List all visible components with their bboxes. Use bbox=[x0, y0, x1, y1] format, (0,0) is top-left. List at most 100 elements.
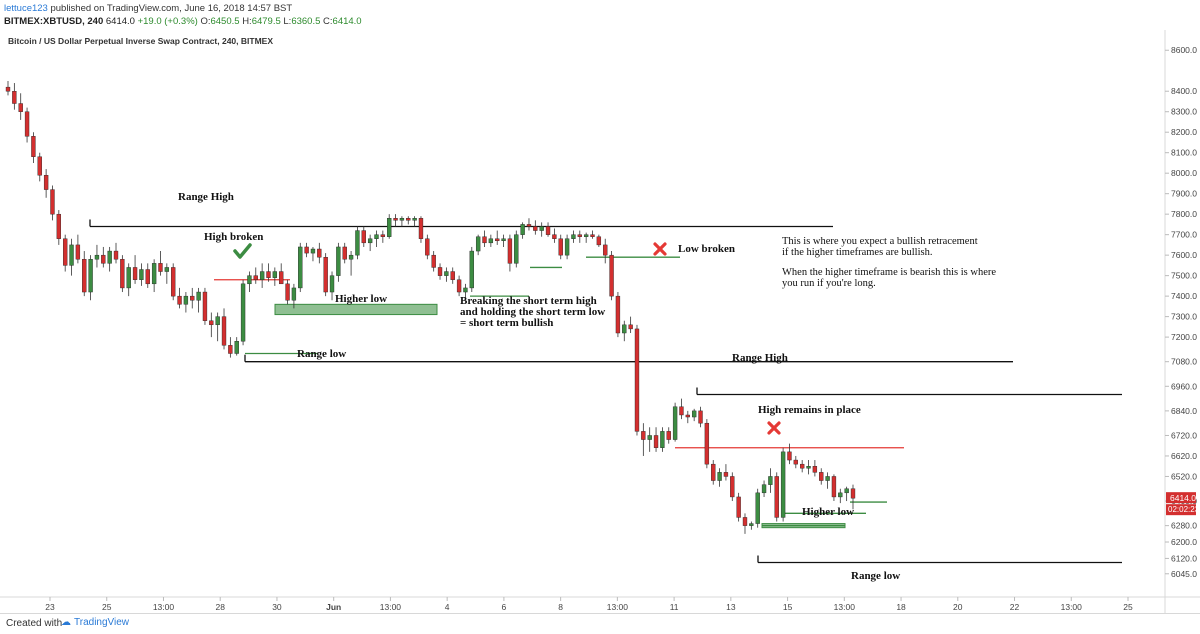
higher-low-1-label: Higher low bbox=[335, 293, 387, 305]
candle-body bbox=[736, 496, 741, 518]
close-value: 6414.0 bbox=[332, 16, 362, 27]
candle-body bbox=[615, 295, 621, 334]
candle-body bbox=[704, 422, 710, 465]
time-tick-label: 20 bbox=[953, 602, 963, 612]
candle-body bbox=[253, 275, 258, 280]
candle-body bbox=[723, 472, 729, 477]
close-label: C: bbox=[323, 16, 333, 27]
time-tick-label: 30 bbox=[272, 602, 282, 612]
candle-body bbox=[596, 236, 602, 246]
tradingview-link[interactable]: ☁ TradingView bbox=[58, 617, 129, 628]
candle-body bbox=[653, 435, 659, 448]
candle-body bbox=[774, 476, 779, 518]
candle-body bbox=[825, 476, 830, 481]
candle-body bbox=[628, 324, 633, 330]
candle-body bbox=[37, 156, 42, 176]
candle-body bbox=[698, 410, 703, 424]
price-tick-label: 6520.0 bbox=[1171, 471, 1197, 481]
candle-body bbox=[755, 492, 760, 524]
candle-body bbox=[730, 476, 735, 498]
candle-body bbox=[812, 466, 818, 473]
open-value: 6450.5 bbox=[210, 16, 240, 27]
price-tick-label: 8100.0 bbox=[1171, 148, 1197, 158]
current-price-text: 6414.0 bbox=[1170, 493, 1196, 503]
range-low-1-label: Range low bbox=[297, 348, 346, 360]
symbol-label: BITMEX:XBTUSD, 240 bbox=[4, 16, 104, 27]
candle-body bbox=[171, 267, 176, 297]
candle-body bbox=[164, 267, 170, 272]
chart-title: Bitcoin / US Dollar Perpetual Inverse Sw… bbox=[8, 36, 273, 46]
candle-body bbox=[444, 271, 449, 276]
candle-body bbox=[240, 283, 246, 342]
candle-body bbox=[488, 238, 494, 244]
footer: Created with ☁ TradingView bbox=[0, 613, 1200, 634]
candle-body bbox=[113, 250, 119, 260]
price-tick-label: 6840.0 bbox=[1171, 406, 1197, 416]
candle-body bbox=[5, 86, 11, 92]
candle-body bbox=[450, 271, 455, 280]
price-tick-label: 8000.0 bbox=[1171, 168, 1197, 178]
high-remains-label: High remains in place bbox=[758, 404, 861, 416]
price-tick-label: 8600.0 bbox=[1171, 45, 1197, 55]
candle-body bbox=[374, 234, 379, 239]
candle-body bbox=[348, 254, 354, 260]
candle-body bbox=[418, 218, 424, 239]
author-link[interactable]: lettuce123 bbox=[4, 3, 48, 14]
candle-body bbox=[780, 451, 786, 518]
candle-body bbox=[234, 341, 239, 354]
candle-body bbox=[761, 484, 767, 494]
candle-body bbox=[342, 246, 347, 260]
candle-body bbox=[463, 287, 468, 293]
price-tick-label: 7600.0 bbox=[1171, 250, 1197, 260]
levels-layer bbox=[89, 219, 1122, 564]
candle-body bbox=[552, 234, 557, 239]
price-tick-label: 7080.0 bbox=[1171, 357, 1197, 367]
price-tick-label: 6960.0 bbox=[1171, 381, 1197, 391]
candle-body bbox=[577, 234, 582, 237]
range-high-1-label: Range High bbox=[178, 191, 234, 203]
time-tick-label: 25 bbox=[1123, 602, 1133, 612]
candle-body bbox=[272, 271, 278, 278]
published-text: published on TradingView.com, June 16, 2… bbox=[50, 3, 293, 14]
higher-low-2-label: Higher low bbox=[802, 506, 854, 518]
last-price: 6414.0 bbox=[105, 16, 135, 27]
candle-body bbox=[228, 345, 233, 354]
time-tick-label: 18 bbox=[896, 602, 906, 612]
candle-body bbox=[660, 431, 665, 448]
candle-body bbox=[355, 230, 360, 256]
candle-body bbox=[691, 410, 697, 418]
candle-body bbox=[679, 406, 684, 416]
candle-body bbox=[806, 466, 811, 469]
candle-body bbox=[717, 472, 722, 481]
price-tick-label: 7400.0 bbox=[1171, 291, 1197, 301]
price-tick-label: 7700.0 bbox=[1171, 230, 1197, 240]
candle-body bbox=[672, 406, 678, 440]
open-label: O: bbox=[200, 16, 211, 27]
candle-body bbox=[844, 488, 849, 494]
candle-body bbox=[501, 238, 506, 242]
high-label: H: bbox=[242, 16, 252, 27]
candle-body bbox=[310, 248, 316, 254]
candle-body bbox=[469, 250, 474, 289]
candle-body bbox=[571, 234, 576, 239]
price-chart[interactable]: Bitcoin / US Dollar Perpetual Inverse Sw… bbox=[0, 30, 1200, 613]
candle-body bbox=[425, 238, 430, 256]
candle-body bbox=[177, 295, 182, 305]
publish-line: lettuce123 published on TradingView.com,… bbox=[4, 3, 292, 14]
candle-body bbox=[126, 267, 131, 289]
time-tick-label: 11 bbox=[670, 602, 679, 612]
price-tick-label: 6720.0 bbox=[1171, 430, 1197, 440]
candle-body bbox=[247, 275, 252, 285]
candle-body bbox=[94, 254, 100, 260]
candle-body bbox=[711, 463, 716, 481]
candle-body bbox=[336, 246, 341, 276]
candle-body bbox=[291, 287, 297, 301]
candle-body bbox=[88, 259, 93, 293]
candle-body bbox=[475, 236, 481, 252]
candle-body bbox=[215, 316, 220, 326]
candle-body bbox=[507, 238, 513, 264]
candle-body bbox=[622, 324, 627, 334]
candle-body bbox=[120, 259, 125, 289]
time-tick-label: 23 bbox=[45, 602, 55, 612]
time-axis[interactable]: 23 25 13:00 28 30 Jun 13:00 4 6 8 13:00 11 13 15 13:00… bbox=[45, 597, 1133, 612]
